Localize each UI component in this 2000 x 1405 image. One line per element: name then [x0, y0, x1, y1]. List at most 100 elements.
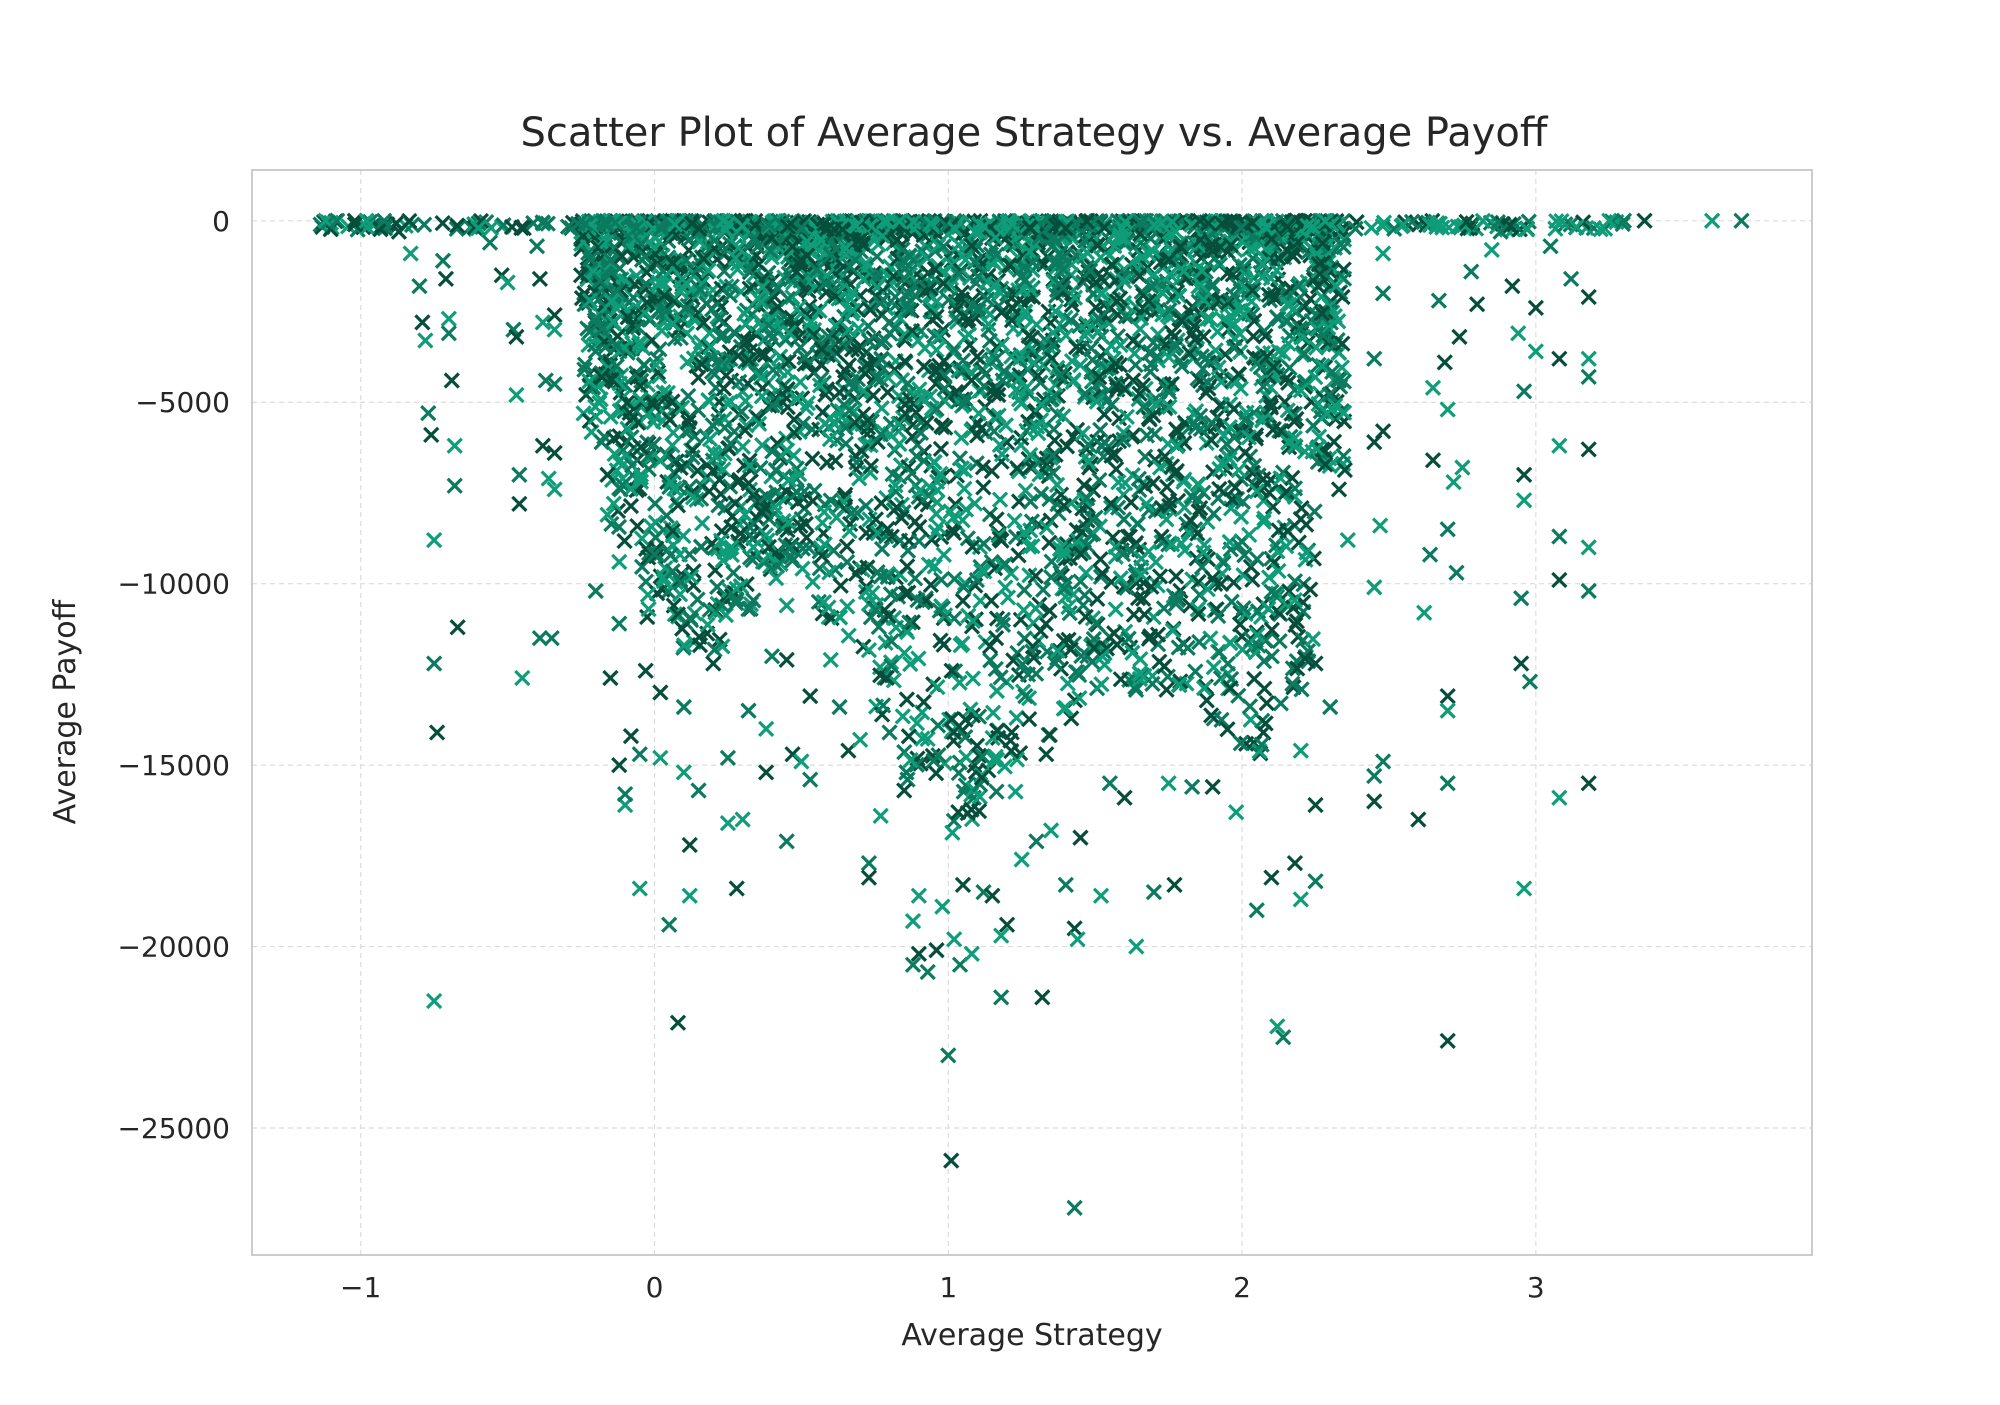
data-point: [1203, 631, 1217, 645]
data-point: [1229, 805, 1243, 819]
data-point: [1544, 239, 1558, 253]
data-point: [1022, 712, 1036, 726]
data-point: [944, 1154, 958, 1168]
data-point: [853, 733, 867, 747]
data-point: [1376, 286, 1390, 300]
data-point: [721, 816, 735, 830]
data-point: [1364, 221, 1378, 235]
data-point: [1185, 780, 1199, 794]
data-point: [1234, 510, 1248, 524]
data-point: [1167, 878, 1181, 892]
data-point: [930, 943, 944, 957]
data-point: [1193, 588, 1207, 602]
data-point: [759, 722, 773, 736]
data-point: [874, 809, 888, 823]
data-point: [937, 548, 951, 562]
data-point: [765, 649, 779, 663]
data-point: [1309, 874, 1323, 888]
data-point: [1376, 424, 1390, 438]
data-point: [721, 751, 735, 765]
data-point: [515, 671, 529, 685]
data-point: [683, 889, 697, 903]
data-point: [512, 497, 526, 511]
data-point: [1043, 728, 1057, 742]
data-point: [1514, 657, 1528, 671]
data-point: [803, 773, 817, 787]
data-point: [666, 426, 680, 440]
data-point: [436, 216, 450, 230]
data-point: [1517, 493, 1531, 507]
data-point: [533, 272, 547, 286]
data-point: [1303, 583, 1317, 597]
data-point: [806, 575, 820, 589]
data-point: [1017, 583, 1031, 597]
data-point: [906, 914, 920, 928]
data-point: [900, 559, 914, 573]
data-point: [427, 657, 441, 671]
x-tick-label: 1: [939, 1271, 957, 1304]
data-point: [759, 765, 773, 779]
data-point: [1447, 475, 1461, 489]
data-point: [1552, 791, 1566, 805]
data-point: [421, 406, 435, 420]
data-point: [984, 594, 998, 608]
data-point: [1035, 990, 1049, 1004]
data-point: [1582, 442, 1596, 456]
data-point: [1169, 569, 1183, 583]
data-point: [1582, 584, 1596, 598]
data-point: [530, 239, 544, 253]
data-point: [1166, 624, 1180, 638]
data-point: [794, 754, 808, 768]
data-point: [1093, 423, 1107, 437]
data-point: [1323, 700, 1337, 714]
data-point: [780, 834, 794, 848]
data-point: [1517, 384, 1531, 398]
data-point: [1212, 482, 1226, 496]
y-tick-label: −5000: [135, 386, 230, 419]
data-point: [1257, 682, 1271, 696]
data-point: [694, 540, 708, 554]
data-point: [1438, 355, 1452, 369]
data-point: [833, 700, 847, 714]
data-point: [545, 631, 559, 645]
data-point: [708, 563, 722, 577]
data-point: [993, 493, 1007, 507]
data-point: [1564, 272, 1578, 286]
data-point: [874, 496, 888, 510]
data-point: [624, 729, 638, 743]
data-point: [917, 695, 931, 709]
data-point: [900, 692, 914, 706]
data-point: [1517, 468, 1531, 482]
data-point: [1309, 798, 1323, 812]
data-point: [695, 516, 709, 530]
data-point: [1073, 831, 1087, 845]
data-point: [1552, 352, 1566, 366]
data-point: [1008, 785, 1022, 799]
data-point: [1426, 453, 1440, 467]
data-point: [483, 236, 497, 250]
data-point: [701, 618, 715, 632]
data-point: [677, 765, 691, 779]
data-point: [1341, 533, 1355, 547]
data-point: [1376, 754, 1390, 768]
data-point: [726, 566, 740, 580]
x-tick-label: 2: [1233, 1271, 1251, 1304]
data-point: [935, 900, 949, 914]
data-point: [965, 947, 979, 961]
data-point: [1107, 626, 1121, 640]
data-point: [1283, 361, 1297, 375]
data-point: [824, 653, 838, 667]
data-point: [1274, 696, 1288, 710]
data-point: [815, 516, 829, 530]
data-point: [1044, 823, 1058, 837]
data-point: [618, 534, 632, 548]
data-point: [1441, 522, 1455, 536]
data-point: [603, 671, 617, 685]
data-point: [612, 555, 626, 569]
data-point: [624, 499, 638, 513]
data-point: [662, 918, 676, 932]
data-point: [1423, 548, 1437, 562]
data-point: [639, 664, 653, 678]
